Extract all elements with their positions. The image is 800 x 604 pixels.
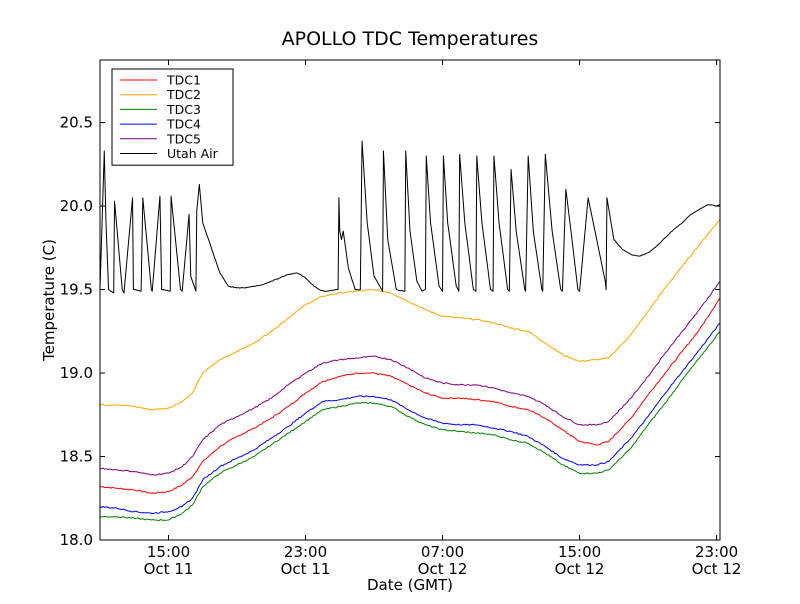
y-tick-label: 19.5 xyxy=(60,281,93,299)
legend-label: TDC2 xyxy=(166,87,201,102)
y-axis-label: Temperature (C) xyxy=(40,239,58,362)
x-tick-date-label: Oct 12 xyxy=(418,560,468,578)
legend-label: TDC5 xyxy=(166,131,201,146)
x-tick-time-label: 23:00 xyxy=(695,543,738,561)
legend-label: TDC1 xyxy=(166,73,201,88)
legend-label: TDC4 xyxy=(166,117,201,132)
series-line-tdc2 xyxy=(100,219,720,411)
x-axis-label: Date (GMT) xyxy=(367,576,453,594)
y-tick-label: 20.5 xyxy=(60,114,93,132)
x-tick-date-label: Oct 11 xyxy=(281,560,331,578)
x-tick-time-label: 15:00 xyxy=(147,543,190,561)
x-tick-time-label: 07:00 xyxy=(421,543,464,561)
y-tick-label: 20.0 xyxy=(60,197,93,215)
series-line-tdc5 xyxy=(100,280,720,476)
legend-label: Utah Air xyxy=(167,146,219,161)
legend-box xyxy=(111,68,234,166)
legend-label: TDC3 xyxy=(166,102,201,117)
x-tick-date-label: Oct 11 xyxy=(144,560,194,578)
series-line-utah-air xyxy=(100,140,720,294)
y-tick-label: 18.5 xyxy=(60,448,93,466)
x-tick-date-label: Oct 12 xyxy=(555,560,605,578)
chart-title: APOLLO TDC Temperatures xyxy=(282,28,539,50)
x-tick-time-label: 23:00 xyxy=(284,543,327,561)
y-tick-label: 18.0 xyxy=(60,531,93,549)
x-tick-time-label: 15:00 xyxy=(558,543,601,561)
series-line-tdc3 xyxy=(100,331,720,521)
plot-frame xyxy=(99,59,721,541)
series-line-tdc1 xyxy=(100,297,720,494)
plot-area xyxy=(100,140,720,521)
series-line-tdc4 xyxy=(100,322,720,515)
y-tick-label: 19.0 xyxy=(60,364,93,382)
x-tick-date-label: Oct 12 xyxy=(692,560,742,578)
